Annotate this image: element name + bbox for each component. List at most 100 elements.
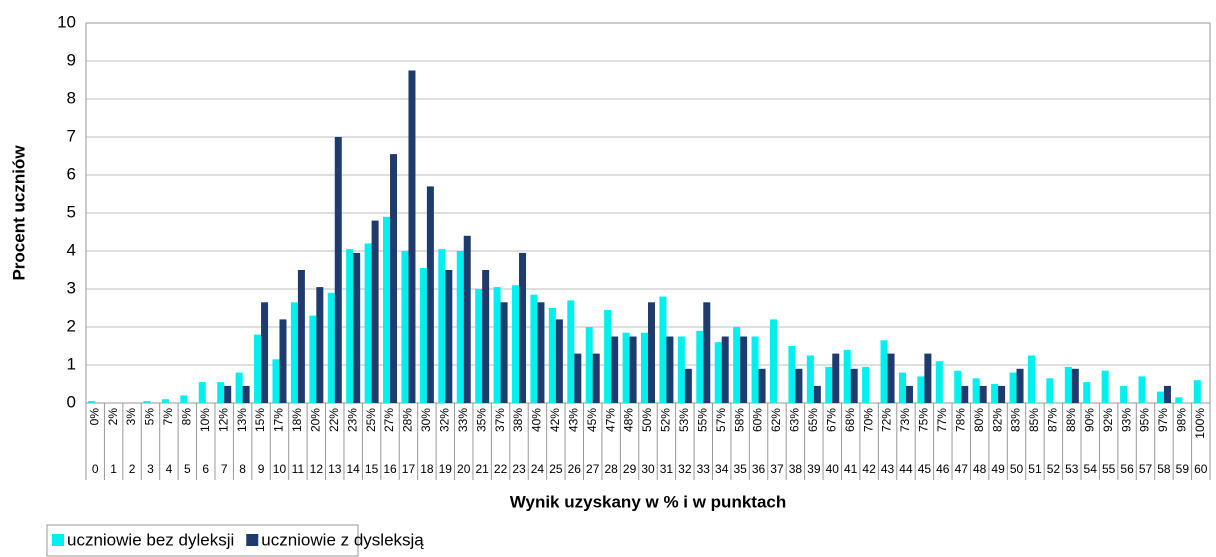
bar xyxy=(862,366,870,403)
x-tick-label: 57% xyxy=(714,408,728,432)
bar xyxy=(1193,380,1201,403)
x-tick-label: 43% xyxy=(566,408,580,432)
y-tick-label: 3 xyxy=(67,278,76,297)
x-tick-label: 33 xyxy=(697,462,711,476)
x-tick-label: 10% xyxy=(198,408,212,432)
bar xyxy=(493,287,501,403)
x-tick-label: 15% xyxy=(253,408,267,432)
x-tick-label: 10 xyxy=(273,462,287,476)
x-tick-label: 58% xyxy=(732,408,746,432)
bar xyxy=(935,361,943,403)
bar xyxy=(898,372,906,403)
bar xyxy=(500,302,508,403)
x-tick-label: 95% xyxy=(1138,408,1152,432)
x-tick-label: 42% xyxy=(548,408,562,432)
bar xyxy=(721,336,729,403)
bar xyxy=(290,302,298,403)
x-tick-label: 53 xyxy=(1065,462,1079,476)
x-tick-label: 43 xyxy=(881,462,895,476)
x-tick-label: 24 xyxy=(531,462,545,476)
x-tick-label: 1 xyxy=(110,462,117,476)
x-tick-label: 45% xyxy=(585,408,599,432)
x-tick-label: 35 xyxy=(733,462,747,476)
bar xyxy=(751,336,759,403)
bar xyxy=(401,251,409,403)
x-tick-label: 51 xyxy=(1028,462,1042,476)
x-tick-label: 3 xyxy=(147,462,154,476)
x-tick-label: 4 xyxy=(166,462,173,476)
x-tick-label: 53% xyxy=(677,408,691,432)
x-axis-label: Wynik uzyskany w % i w punktach xyxy=(510,492,786,511)
bar xyxy=(648,302,656,403)
x-tick-label: 100% xyxy=(1193,408,1207,439)
bar xyxy=(419,268,427,403)
bar xyxy=(880,340,888,403)
x-tick-label: 67% xyxy=(824,408,838,432)
bar xyxy=(1156,391,1164,403)
bar xyxy=(696,330,704,403)
bar xyxy=(353,252,361,403)
y-tick-label: 0 xyxy=(67,392,76,411)
x-tick-label: 88% xyxy=(1064,408,1078,432)
bar xyxy=(1016,368,1024,403)
bar xyxy=(88,401,96,403)
bar xyxy=(161,399,169,403)
x-tick-label: 97% xyxy=(1156,408,1170,432)
bar xyxy=(1138,376,1146,403)
x-tick-label: 27% xyxy=(382,408,396,432)
x-tick-label: 47 xyxy=(955,462,969,476)
bar xyxy=(475,289,483,403)
bar xyxy=(640,332,648,403)
x-tick-label: 38% xyxy=(511,408,525,432)
x-tick-label: 36 xyxy=(752,462,766,476)
x-tick-label: 14 xyxy=(347,462,361,476)
x-tick-label: 57 xyxy=(1139,462,1153,476)
x-tick-label: 13 xyxy=(328,462,342,476)
bar xyxy=(272,359,280,403)
x-tick-label: 52 xyxy=(1047,462,1061,476)
x-tick-label: 2 xyxy=(129,462,136,476)
x-tick-label: 11 xyxy=(292,462,305,476)
bar xyxy=(1175,397,1183,403)
x-tick-label: 5% xyxy=(143,408,157,426)
x-tick-label: 12% xyxy=(216,408,230,432)
x-tick-label: 82% xyxy=(990,408,1004,432)
bar xyxy=(567,300,575,403)
bar xyxy=(611,336,619,403)
x-tick-label: 48 xyxy=(973,462,987,476)
bar xyxy=(850,368,858,403)
x-tick-label: 75% xyxy=(917,408,931,432)
bar xyxy=(408,70,416,403)
x-tick-label: 70% xyxy=(861,408,875,432)
x-tick-label: 23% xyxy=(345,408,359,432)
x-tick-label: 50 xyxy=(1010,462,1024,476)
y-tick-label: 6 xyxy=(67,164,76,183)
bar xyxy=(224,385,232,403)
x-tick-label: 54 xyxy=(1084,462,1098,476)
bar xyxy=(297,270,305,403)
bar xyxy=(346,249,354,403)
x-tick-label: 60% xyxy=(751,408,765,432)
bar xyxy=(998,385,1006,403)
x-tick-label: 29 xyxy=(623,462,637,476)
x-tick-label: 42 xyxy=(862,462,876,476)
x-tick-label: 28% xyxy=(401,408,415,432)
x-tick-label: 6 xyxy=(202,462,209,476)
bar xyxy=(887,353,895,403)
bar xyxy=(438,249,446,403)
x-tick-label: 77% xyxy=(935,408,949,432)
bar xyxy=(769,319,777,403)
x-tick-label: 46 xyxy=(936,462,950,476)
bar xyxy=(456,251,464,403)
bar xyxy=(684,368,692,403)
x-tick-label: 32 xyxy=(678,462,692,476)
y-tick-label: 4 xyxy=(67,240,76,259)
x-tick-label: 25 xyxy=(549,462,563,476)
bar xyxy=(279,319,287,403)
x-tick-label: 22% xyxy=(327,408,341,432)
x-tick-label: 22 xyxy=(494,462,508,476)
bar xyxy=(1027,355,1035,403)
x-tick-label: 0% xyxy=(87,408,101,426)
legend-label: uczniowie bez dyleksji xyxy=(67,530,234,549)
bar xyxy=(198,382,206,403)
